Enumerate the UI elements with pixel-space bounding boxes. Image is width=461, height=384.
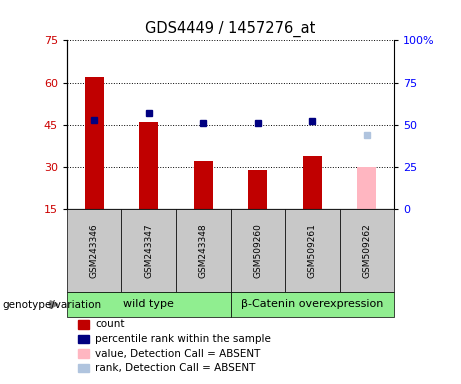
Text: GSM509262: GSM509262: [362, 223, 372, 278]
Bar: [139, 122, 158, 209]
Bar: [303, 156, 322, 209]
Text: GSM243347: GSM243347: [144, 223, 153, 278]
Text: GSM509260: GSM509260: [253, 223, 262, 278]
Bar: [248, 170, 267, 209]
Text: GDS4449 / 1457276_at: GDS4449 / 1457276_at: [145, 21, 316, 37]
Text: GSM243346: GSM243346: [89, 223, 99, 278]
Text: wild type: wild type: [123, 299, 174, 310]
Text: percentile rank within the sample: percentile rank within the sample: [95, 334, 272, 344]
Text: GSM243348: GSM243348: [199, 223, 208, 278]
Text: genotype/variation: genotype/variation: [2, 300, 101, 310]
Text: value, Detection Call = ABSENT: value, Detection Call = ABSENT: [95, 349, 261, 359]
Bar: [194, 161, 213, 209]
Text: GSM509261: GSM509261: [308, 223, 317, 278]
Text: rank, Detection Call = ABSENT: rank, Detection Call = ABSENT: [95, 363, 256, 373]
Text: count: count: [95, 319, 125, 329]
Bar: [84, 77, 104, 209]
Bar: [357, 167, 377, 209]
Text: β-Catenin overexpression: β-Catenin overexpression: [241, 299, 384, 310]
